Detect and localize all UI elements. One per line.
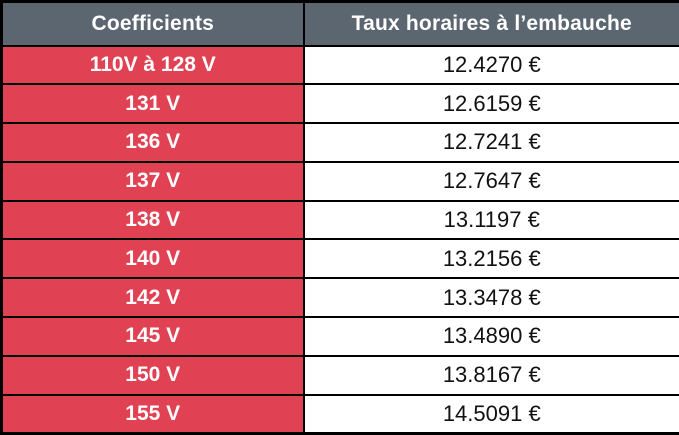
header-taux-horaires: Taux horaires à l’embauche <box>302 0 679 47</box>
rate-cell: 13.1197 € <box>302 199 679 241</box>
rate-cell: 13.8167 € <box>302 354 679 396</box>
rate-cell: 12.7241 € <box>302 122 679 163</box>
coefficient-cell: 140 V <box>0 238 305 280</box>
table-row: 142 V 13.3478 € <box>0 277 679 319</box>
rate-cell: 13.2156 € <box>302 238 679 280</box>
table-row: 140 V 13.2156 € <box>0 238 679 280</box>
table-row: 138 V 13.1197 € <box>0 199 679 241</box>
table-row: 131 V 12.6159 € <box>0 83 679 125</box>
coefficient-cell: 150 V <box>0 354 305 396</box>
header-coefficients: Coefficients <box>0 0 305 47</box>
rate-cell: 14.5091 € <box>302 393 679 435</box>
coefficient-cell: 145 V <box>0 316 305 357</box>
rate-cell: 13.4890 € <box>302 316 679 357</box>
table-body: 110V à 128 V 12.4270 € 131 V 12.6159 € 1… <box>0 44 679 435</box>
table-row: 145 V 13.4890 € <box>0 316 679 357</box>
table-row: 137 V 12.7647 € <box>0 160 679 202</box>
rate-cell: 12.7647 € <box>302 160 679 202</box>
coefficient-cell: 110V à 128 V <box>0 44 305 86</box>
rate-cell: 12.6159 € <box>302 83 679 125</box>
table-row: 155 V 14.5091 € <box>0 393 679 435</box>
table-row: 110V à 128 V 12.4270 € <box>0 44 679 86</box>
coefficient-cell: 138 V <box>0 199 305 241</box>
table-row: 150 V 13.8167 € <box>0 354 679 396</box>
table-row: 136 V 12.7241 € <box>0 122 679 163</box>
coefficient-cell: 137 V <box>0 160 305 202</box>
coefficient-cell: 142 V <box>0 277 305 319</box>
rate-cell: 12.4270 € <box>302 44 679 86</box>
coefficient-cell: 136 V <box>0 122 305 163</box>
coefficient-cell: 131 V <box>0 83 305 125</box>
table-header-row: Coefficients Taux horaires à l’embauche <box>0 0 679 47</box>
rate-cell: 13.3478 € <box>302 277 679 319</box>
coefficient-cell: 155 V <box>0 393 305 435</box>
